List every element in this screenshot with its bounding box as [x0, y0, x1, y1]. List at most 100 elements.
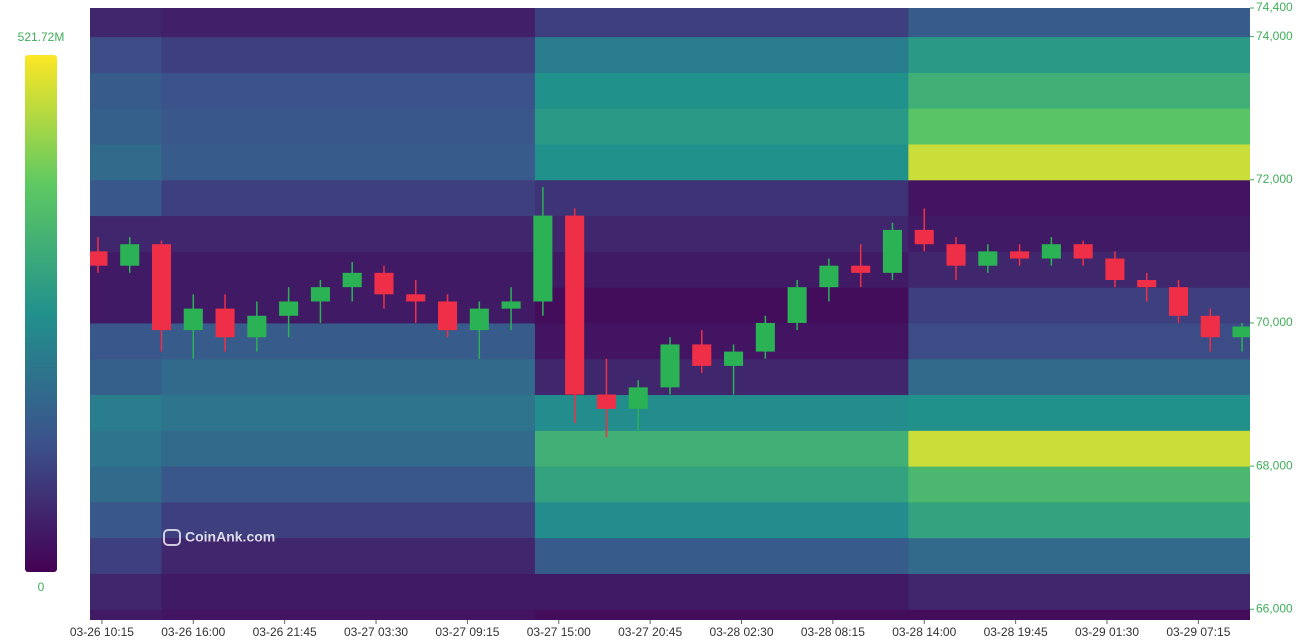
candle-body [310, 287, 330, 302]
candle-body [1168, 287, 1189, 316]
colorbar [25, 55, 57, 572]
candle-body [565, 215, 585, 395]
candle-body [596, 394, 616, 409]
heat-cell [90, 501, 163, 539]
heat-cell [534, 466, 909, 503]
x-tick-label: 03-27 03:30 [344, 625, 408, 639]
heat-cell [908, 322, 1250, 360]
heat-cell [534, 322, 909, 360]
heat-cell [90, 287, 163, 324]
heat-cell [161, 108, 536, 145]
heat-cell [161, 72, 536, 109]
x-tick-label: 03-29 01:30 [1075, 625, 1139, 639]
x-tick-label: 03-28 02:30 [709, 625, 773, 639]
heat-cell [534, 501, 909, 539]
heatmap [90, 8, 1250, 620]
heat-cell [161, 609, 536, 620]
candle-body [882, 229, 902, 273]
heat-cell [908, 144, 1250, 181]
watermark: CoinAnk.com [185, 529, 275, 545]
x-tick-label: 03-27 15:00 [527, 625, 591, 639]
candle-body [978, 251, 998, 266]
heat-cell [908, 8, 1250, 38]
candle-body [914, 229, 934, 245]
heat-cell [90, 144, 163, 181]
candle-body [1105, 258, 1125, 280]
heat-cell [534, 215, 909, 252]
candle-body [151, 244, 172, 331]
heat-cell [534, 179, 909, 217]
heat-cell [908, 466, 1250, 503]
heat-cell [908, 287, 1250, 324]
heat-cell [534, 430, 909, 467]
colorbar-min-label: 0 [38, 580, 45, 594]
candle-body [247, 315, 267, 338]
candle-body [1041, 244, 1061, 259]
colorbar-max-label: 521.72M [18, 30, 65, 44]
candle-body [851, 265, 871, 273]
heat-cell [534, 251, 909, 288]
heat-cell [90, 466, 163, 503]
heat-cell [161, 501, 536, 539]
heat-cell [161, 466, 536, 503]
heat-cell [534, 609, 909, 620]
candle-body [215, 308, 235, 338]
candle-body [406, 294, 426, 302]
x-tick-label: 03-26 10:15 [70, 625, 134, 639]
candle-body [1232, 326, 1250, 338]
x-tick-label: 03-26 16:00 [161, 625, 225, 639]
candle-body [692, 344, 712, 366]
heat-cell [161, 358, 536, 396]
candle-body [1137, 280, 1157, 288]
heat-cell [534, 144, 909, 181]
candle-body [279, 301, 299, 316]
candle-body [1073, 244, 1093, 259]
heat-cell [908, 573, 1250, 610]
heat-cell [90, 537, 163, 574]
x-tick-label: 03-29 07:15 [1166, 625, 1230, 639]
heat-cell [90, 358, 163, 396]
heat-cell [534, 108, 909, 145]
candle-body [724, 351, 744, 366]
heat-cell [161, 537, 536, 574]
candle-body [755, 322, 775, 352]
heat-cell [908, 108, 1250, 145]
heat-cell [90, 8, 163, 38]
candle-body [120, 244, 140, 266]
candle-body [501, 301, 521, 309]
heat-cell [161, 394, 536, 431]
x-tick-label: 03-28 19:45 [984, 625, 1048, 639]
candle-body [946, 244, 966, 266]
heat-cell [908, 72, 1250, 109]
candle-body [183, 308, 203, 331]
x-tick-label: 03-26 21:45 [253, 625, 317, 639]
heat-cell [908, 609, 1250, 620]
x-tick-label: 03-27 20:45 [618, 625, 682, 639]
heat-cell [161, 215, 536, 252]
x-tick-label: 03-27 09:15 [435, 625, 499, 639]
heat-cell [90, 322, 163, 360]
candle-body [90, 251, 108, 266]
y-tick-label: 74,000 [1256, 29, 1293, 43]
y-tick-label: 72,000 [1256, 172, 1293, 186]
candle-body [660, 344, 680, 388]
y-tick-label: 68,000 [1256, 458, 1293, 472]
heat-cell [90, 179, 163, 217]
watermark-icon [163, 529, 181, 546]
heat-cell [90, 609, 163, 620]
heat-cell [161, 8, 536, 38]
heat-cell [534, 287, 909, 324]
heat-cell [534, 358, 909, 396]
candle-body [787, 287, 807, 323]
x-tick-label: 03-28 08:15 [801, 625, 865, 639]
heat-cell [90, 573, 163, 610]
heat-cell [534, 72, 909, 109]
heat-cell [161, 430, 536, 467]
candle-body [819, 265, 839, 288]
y-tick-label: 70,000 [1256, 315, 1293, 329]
heat-cell [534, 573, 909, 610]
candle-body [1200, 315, 1220, 338]
candle-body [628, 387, 648, 409]
